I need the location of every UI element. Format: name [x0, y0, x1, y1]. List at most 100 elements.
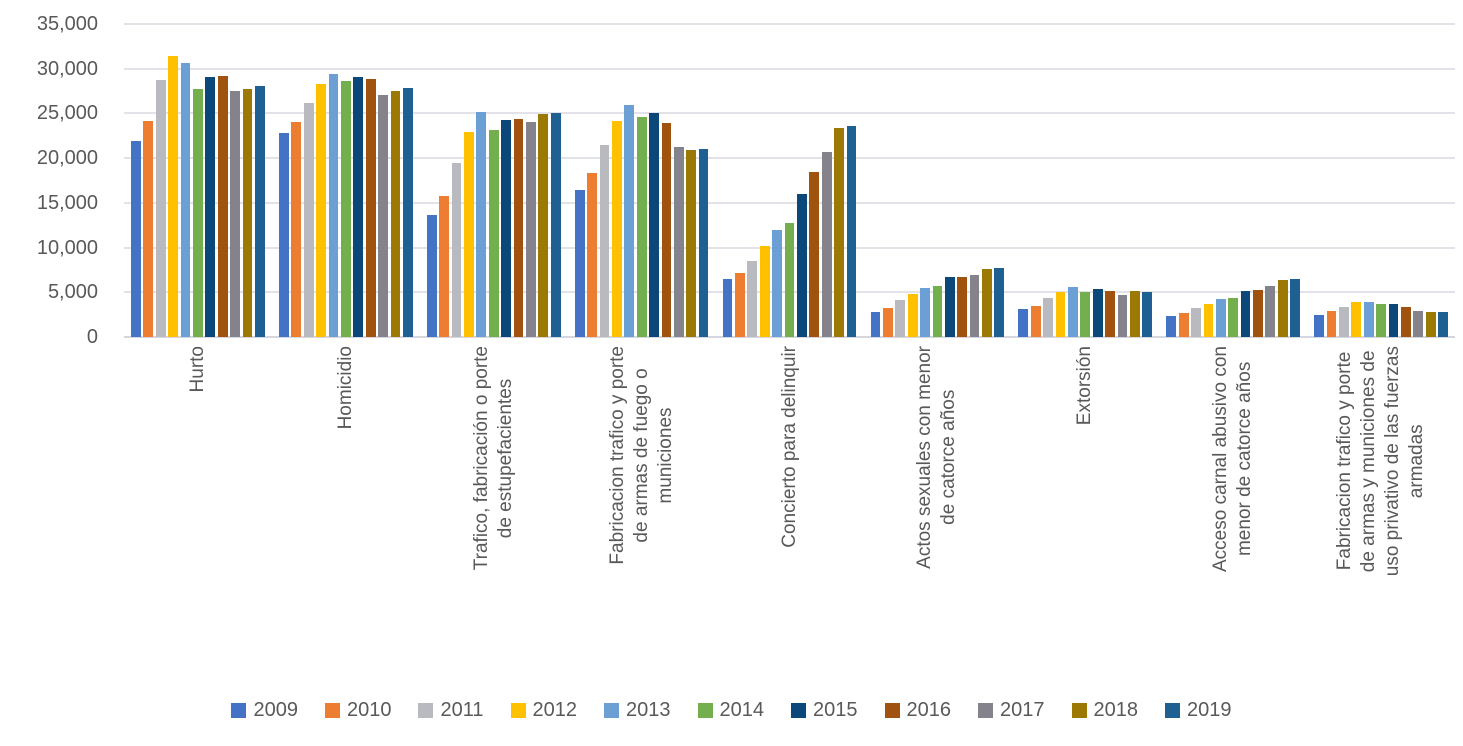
y-axis-tick-label: 0 — [86, 326, 98, 348]
x-axis-label-cell: Fabricacion trafico y porte de armas de … — [568, 346, 716, 688]
x-axis-label: Homicidio — [334, 346, 356, 430]
bar-group — [1307, 24, 1455, 337]
legend-item-2011: 2011 — [418, 699, 484, 721]
bar-2019 — [1290, 278, 1301, 337]
x-axis-label-cell: Hurto — [124, 346, 272, 688]
bar-2013 — [1068, 286, 1078, 337]
bar-2015 — [797, 193, 807, 337]
legend-swatch-icon — [978, 702, 993, 718]
bar-group — [272, 24, 420, 337]
bar-2018 — [1425, 312, 1436, 337]
y-axis-tick-label: 10,000 — [36, 236, 98, 259]
bar-2014 — [784, 223, 795, 337]
bar-group — [1011, 24, 1159, 337]
bar-2015 — [1240, 290, 1251, 337]
legend-label: 2012 — [532, 699, 578, 721]
bar-2017 — [526, 121, 536, 337]
bar-2018 — [1277, 279, 1288, 337]
legend-swatch-icon — [418, 702, 434, 718]
bar-2015 — [1388, 303, 1399, 337]
bar-2019 — [1438, 312, 1448, 337]
legend-item-2010: 2010 — [324, 699, 392, 721]
bar-2014 — [1080, 292, 1091, 337]
bar-2011 — [895, 300, 906, 337]
legend: 2009 2010 2011 2012 2013 2014 2015 2016 2017 2018… — [0, 699, 1463, 721]
bar-2012 — [907, 294, 918, 337]
y-axis-tick-label: 15,000 — [36, 191, 98, 214]
bar-2013 — [624, 105, 635, 337]
legend-label: 2013 — [626, 699, 671, 721]
x-axis-label-cell: Extorsión — [1011, 346, 1159, 688]
bar-2014 — [1376, 303, 1386, 337]
legend-swatch-icon — [791, 702, 806, 718]
x-axis-label-cell: Fabricacion trafico y porte de armas y m… — [1307, 346, 1455, 688]
legend-label: 2010 — [346, 699, 392, 721]
bar-2010 — [1030, 305, 1041, 337]
bar-2019 — [1142, 292, 1153, 337]
legend-item-2018: 2018 — [1071, 699, 1139, 721]
bar-2009 — [131, 141, 141, 337]
legend-swatch-icon — [231, 702, 247, 718]
bar-2016 — [1400, 306, 1411, 337]
legend-swatch-icon — [604, 702, 619, 718]
bar-2018 — [982, 269, 992, 337]
bar-2010 — [1178, 312, 1189, 337]
bar-2009 — [1314, 314, 1325, 337]
bar-group — [420, 24, 568, 337]
legend-swatch-icon — [1165, 702, 1180, 718]
bar-group — [124, 24, 272, 337]
bar-2015 — [501, 119, 512, 337]
bar-group — [568, 24, 716, 337]
x-axis-line — [124, 336, 1455, 338]
bar-2009 — [426, 215, 437, 337]
bar-2010 — [587, 173, 597, 337]
bar-2016 — [217, 75, 228, 337]
bar-2014 — [636, 117, 647, 337]
bar-2011 — [303, 102, 314, 337]
gridline — [124, 201, 1455, 204]
x-axis-label-cell: Trafico, fabricación o porte de estupefa… — [420, 346, 568, 688]
bar-group — [716, 24, 864, 337]
legend-swatch-icon — [884, 702, 900, 718]
bar-2017 — [1117, 295, 1128, 337]
bar-2009 — [574, 190, 585, 337]
bar-2011 — [599, 144, 610, 337]
bar-2013 — [328, 74, 339, 337]
x-axis-label-cell: Actos sexuales con menor de catorce años — [863, 346, 1011, 688]
bar-2017 — [230, 91, 241, 337]
bar-group — [863, 24, 1011, 337]
bar-2010 — [882, 307, 893, 337]
legend-item-2016: 2016 — [884, 699, 951, 721]
bar-2018 — [390, 91, 401, 337]
legend-item-2012: 2012 — [510, 699, 578, 721]
bar-2018 — [686, 150, 697, 337]
bar-2012 — [1055, 292, 1066, 337]
legend-item-2015: 2015 — [791, 699, 858, 721]
y-axis-tick-label: 30,000 — [36, 57, 98, 80]
legend-label: 2014 — [719, 699, 765, 721]
legend-item-2017: 2017 — [978, 699, 1045, 721]
bar-2019 — [402, 88, 413, 337]
bar-2014 — [340, 81, 351, 337]
bar-2019 — [846, 125, 857, 337]
legend-swatch-icon — [510, 702, 526, 718]
bar-2019 — [698, 149, 709, 337]
bar-2016 — [957, 277, 968, 337]
bar-2011 — [1191, 308, 1201, 337]
bar-2016 — [1253, 289, 1263, 337]
bar-2015 — [649, 112, 659, 337]
x-axis-label: Concierto para delinquir — [778, 346, 800, 548]
bar-2012 — [1203, 303, 1214, 337]
x-axis-labels: Hurto Homicidio Trafico, fabricación o por… — [124, 346, 1455, 688]
x-axis-label-cell: Acceso carnal abusivo con menor de cator… — [1159, 346, 1307, 688]
bar-2010 — [291, 121, 302, 337]
bar-2010 — [1326, 311, 1337, 337]
bar-2016 — [809, 171, 820, 337]
bar-2009 — [722, 278, 733, 337]
bar-2013 — [180, 63, 191, 337]
legend-label: 2018 — [1093, 699, 1139, 721]
bar-2011 — [1339, 306, 1349, 337]
bar-2013 — [1215, 299, 1226, 337]
y-axis-tick-label: 35,000 — [36, 13, 98, 35]
